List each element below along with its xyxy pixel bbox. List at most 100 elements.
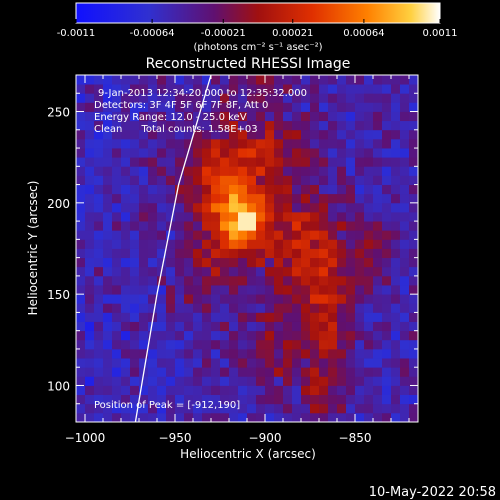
- heatmap-cell: [292, 148, 302, 158]
- x-tick-label: −1000: [65, 431, 106, 445]
- heatmap-cell: [382, 211, 392, 222]
- heatmap-cell: [400, 376, 410, 386]
- heatmap-cell: [319, 403, 329, 414]
- heatmap-cell: [346, 175, 356, 185]
- heatmap-cell: [85, 348, 95, 359]
- heatmap-cell: [328, 385, 338, 395]
- heatmap-cell: [256, 403, 266, 414]
- heatmap-cell: [184, 367, 194, 377]
- heatmap-cell: [238, 339, 248, 350]
- heatmap-cell: [103, 303, 113, 313]
- heatmap-cell: [148, 148, 158, 158]
- heatmap-cell: [130, 120, 140, 131]
- heatmap-cell: [148, 102, 158, 112]
- heatmap-cell: [409, 266, 418, 277]
- heatmap-cell: [229, 120, 239, 131]
- heatmap-cell: [355, 193, 365, 204]
- heatmap-cell: [319, 367, 329, 377]
- heatmap-cell: [247, 266, 257, 277]
- heatmap-cell: [139, 202, 149, 213]
- heatmap-cell: [301, 321, 311, 332]
- heatmap-cell: [193, 157, 203, 167]
- heatmap-cell: [238, 312, 248, 322]
- heatmap-cell: [238, 376, 248, 386]
- heatmap-cell: [274, 138, 284, 149]
- heatmap-cell: [139, 266, 149, 277]
- heatmap-cell: [355, 84, 365, 94]
- heatmap-cell: [220, 285, 230, 295]
- heatmap-cell: [184, 321, 194, 332]
- colorbar-gradient: [75, 2, 441, 24]
- heatmap-cell: [130, 285, 140, 295]
- heatmap-cell: [103, 175, 113, 185]
- heatmap-cell: [103, 285, 113, 295]
- heatmap-cell: [220, 321, 230, 332]
- heatmap-cell: [400, 202, 410, 213]
- heatmap-cell: [337, 312, 347, 322]
- heatmap-cell: [229, 239, 239, 249]
- heatmap-cell: [373, 348, 383, 359]
- x-axis-label: Heliocentric X (arcsec): [180, 447, 316, 461]
- heatmap-cell: [94, 312, 104, 322]
- heatmap-cell: [121, 294, 131, 304]
- y-axis-label: Heliocentric Y (arcsec): [26, 181, 40, 316]
- heatmap-cell: [166, 230, 176, 240]
- heatmap-cell: [409, 412, 418, 422]
- heatmap-cell: [247, 358, 257, 368]
- heatmap-cell: [103, 257, 113, 268]
- heatmap-cell: [409, 202, 418, 213]
- heatmap-cell: [247, 184, 257, 195]
- heatmap-cell: [211, 348, 221, 359]
- heatmap-cell: [256, 175, 266, 185]
- heatmap-cell: [265, 294, 275, 304]
- heatmap-cell: [166, 193, 176, 204]
- heatmap-cell: [85, 111, 95, 122]
- heatmap-cell: [184, 257, 194, 268]
- heatmap-cell: [85, 230, 95, 240]
- heatmap-cell: [382, 193, 392, 204]
- colorbar-tick-label: 0.0011: [423, 28, 458, 39]
- heatmap-cell: [346, 348, 356, 359]
- heatmap-cell: [130, 75, 140, 85]
- heatmap-cell: [121, 102, 131, 112]
- heatmap-cell: [274, 339, 284, 350]
- heatmap-cell: [76, 412, 86, 422]
- heatmap-cell: [310, 211, 320, 222]
- heatmap-cell: [301, 412, 311, 422]
- heatmap-cell: [310, 358, 320, 368]
- heatmap-cell: [238, 321, 248, 332]
- heatmap-cell: [364, 138, 374, 149]
- heatmap-cell: [256, 266, 266, 277]
- heatmap-cell: [121, 184, 131, 195]
- heatmap-cell: [391, 239, 401, 249]
- heatmap-cell: [382, 120, 392, 131]
- heatmap-cell: [148, 348, 158, 359]
- heatmap-cell: [346, 266, 356, 277]
- heatmap-cell: [175, 230, 185, 240]
- heatmap-cell: [229, 412, 239, 422]
- heatmap-cell: [301, 266, 311, 277]
- heatmap-cell: [382, 412, 392, 422]
- heatmap-cell: [148, 330, 158, 341]
- heatmap-cell: [364, 221, 374, 231]
- heatmap-cell: [193, 211, 203, 222]
- heatmap-cell: [400, 412, 410, 422]
- heatmap-cell: [175, 403, 185, 414]
- heatmap-cell: [229, 157, 239, 167]
- heatmap-cell: [310, 102, 320, 112]
- heatmap-cell: [391, 303, 401, 313]
- heatmap-cell: [76, 367, 86, 377]
- heatmap-cell: [139, 257, 149, 268]
- heatmap-cell: [265, 184, 275, 195]
- heatmap-cell: [166, 211, 176, 222]
- heatmap-cell: [247, 248, 257, 259]
- heatmap-cell: [355, 75, 365, 85]
- heatmap-cell: [373, 120, 383, 131]
- heatmap-cell: [238, 230, 248, 240]
- heatmap-cell: [283, 367, 293, 377]
- heatmap-cell: [301, 394, 311, 405]
- heatmap-cell: [139, 129, 149, 140]
- heatmap-cell: [202, 202, 212, 213]
- heatmap-cell: [175, 157, 185, 167]
- heatmap-cell: [184, 111, 194, 122]
